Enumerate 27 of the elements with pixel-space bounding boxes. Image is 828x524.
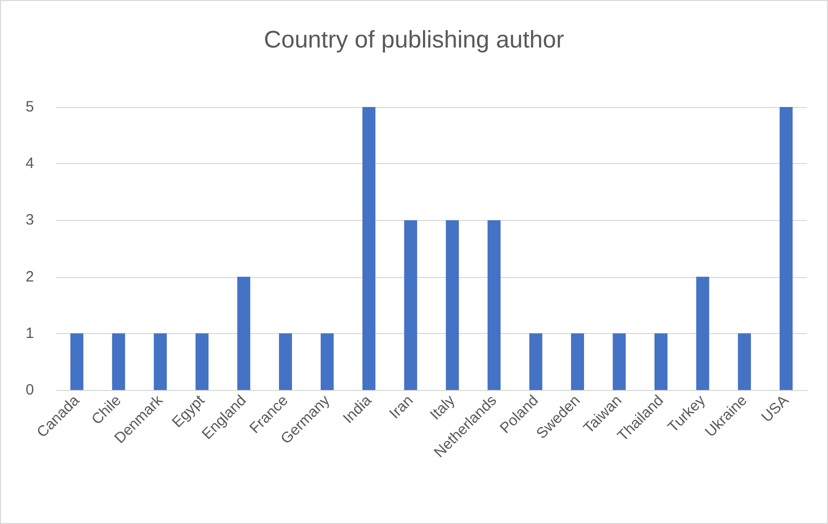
y-tick-label: 4 <box>26 155 34 172</box>
bar <box>738 333 751 390</box>
chart-title: Country of publishing author <box>264 26 564 54</box>
bar <box>237 276 250 390</box>
bar <box>446 220 459 390</box>
bar <box>404 220 418 390</box>
y-tick-label: 0 <box>26 382 34 398</box>
bar <box>196 333 209 390</box>
bar <box>278 333 292 390</box>
y-tick-label: 2 <box>26 268 34 286</box>
bar <box>488 220 501 390</box>
bar <box>612 333 626 390</box>
y-tick-label: 5 <box>26 98 34 116</box>
bar <box>529 333 542 390</box>
bar <box>112 333 126 390</box>
bar <box>320 333 334 390</box>
bar <box>780 107 793 390</box>
bar <box>70 333 84 390</box>
bar <box>654 333 668 390</box>
bar <box>154 333 167 390</box>
bar <box>571 333 584 390</box>
x-tick-label: USA <box>758 392 792 426</box>
x-tick-label: Iran <box>386 392 417 422</box>
y-tick-label: 1 <box>26 324 34 342</box>
bar <box>362 107 376 390</box>
bar <box>696 276 710 390</box>
y-tick-label: 3 <box>26 212 34 229</box>
